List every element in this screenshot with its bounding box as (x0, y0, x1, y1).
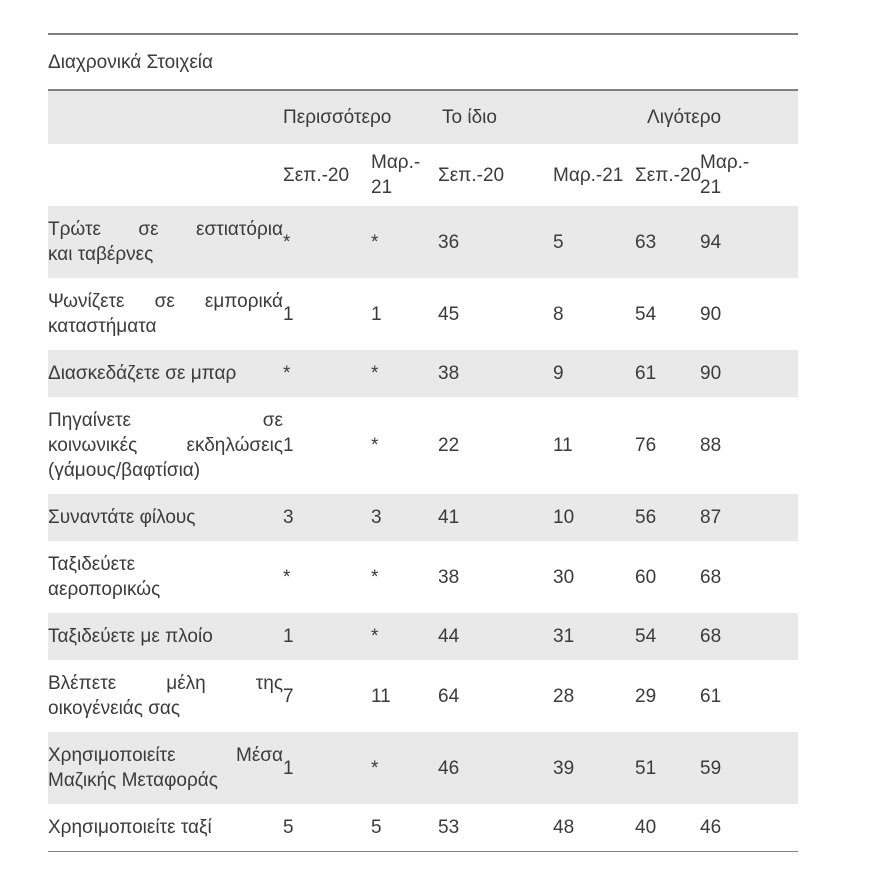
row-label: Χρησιμοποιείτε Μέσα Μαζικής Μεταφοράς (48, 732, 283, 804)
cell-value: 9 (553, 350, 636, 397)
cell-value: 54 (635, 613, 701, 660)
subheader-col-4: Μαρ.-21 (553, 144, 636, 206)
cell-value: 22 (438, 397, 554, 494)
cell-value: * (371, 206, 439, 278)
table-row: Ψωνίζετε σε εμπορικά καταστήματα 1 1 45 8… (48, 278, 799, 350)
cell-value: 5 (553, 206, 636, 278)
row-label: Διασκεδάζετε σε μπαρ (48, 350, 283, 397)
subheader-col-2: Μαρ.- 21 (371, 144, 439, 206)
group-header-row: Περισσότερο Το ίδιο Λιγότερο (48, 90, 799, 144)
cell-value: 46 (438, 732, 554, 804)
cell-value: 28 (553, 660, 636, 732)
cell-value: 38 (438, 350, 554, 397)
row-label: Ταξιδεύετε με πλοίο (48, 613, 283, 660)
cell-value: 53 (438, 804, 554, 852)
row-label: Ταξιδεύετε αεροπορικώς (48, 541, 283, 613)
table-row: Πηγαίνετε σε κοινωνικές εκδηλώσεις (γάμους… (48, 397, 799, 494)
top-rule (48, 33, 798, 35)
subheader-row: Σεπ.-20 Μαρ.- 21 Σεπ.-20 Μαρ.-21 Σεπ.-20 … (48, 144, 799, 206)
cell-value: 46 (700, 804, 799, 852)
cell-value: 54 (635, 278, 701, 350)
cell-value: 5 (283, 804, 371, 852)
cell-value: 5 (371, 804, 439, 852)
cell-value: 1 (371, 278, 439, 350)
cell-value: 63 (635, 206, 701, 278)
cell-value: * (283, 350, 371, 397)
cell-value: 7 (283, 660, 371, 732)
cell-value: 94 (700, 206, 799, 278)
cell-value: 31 (553, 613, 636, 660)
cell-value: 40 (635, 804, 701, 852)
cell-value: * (371, 350, 439, 397)
cell-value: 3 (371, 494, 439, 541)
table-row: Χρησιμοποιείτε Μέσα Μαζικής Μεταφοράς 1 *… (48, 732, 799, 804)
cell-value: 11 (371, 660, 439, 732)
group-header-same: Το ίδιο (438, 90, 636, 144)
cell-value: 38 (438, 541, 554, 613)
cell-value: 41 (438, 494, 554, 541)
group-header-empty (48, 90, 283, 144)
subheader-col-1: Σεπ.-20 (283, 144, 371, 206)
cell-value: 51 (635, 732, 701, 804)
subheader-col-3: Σεπ.-20 (438, 144, 554, 206)
cell-value: 45 (438, 278, 554, 350)
cell-value: 87 (700, 494, 799, 541)
cell-value: 76 (635, 397, 701, 494)
table-row: Τρώτε σε εστιατόρια και ταβέρνες * * 36 5… (48, 206, 799, 278)
subheader-col-6: Μαρ.- 21 (700, 144, 799, 206)
cell-value: * (371, 732, 439, 804)
row-label: Χρησιμοποιείτε ταξί (48, 804, 283, 852)
report-page: Διαχρονικά Στοιχεία Περισσότερο Το ίδιο … (48, 33, 799, 852)
row-label: Συναντάτε φίλους (48, 494, 283, 541)
cell-value: 11 (553, 397, 636, 494)
cell-value: 59 (700, 732, 799, 804)
cell-value: * (283, 206, 371, 278)
table-row: Συναντάτε φίλους 3 3 41 10 56 87 (48, 494, 799, 541)
cell-value: 90 (700, 350, 799, 397)
cell-value: 60 (635, 541, 701, 613)
table-row: Ταξιδεύετε με πλοίο 1 * 44 31 54 68 (48, 613, 799, 660)
cell-value: * (283, 541, 371, 613)
cell-value: 68 (700, 613, 799, 660)
cell-value: 61 (700, 660, 799, 732)
cell-value: 1 (283, 278, 371, 350)
cell-value: 64 (438, 660, 554, 732)
cell-value: 1 (283, 397, 371, 494)
cell-value: 29 (635, 660, 701, 732)
longitudinal-data-table: Περισσότερο Το ίδιο Λιγότερο Σεπ.-20 Μαρ… (48, 89, 799, 852)
cell-value: 1 (283, 613, 371, 660)
row-label: Πηγαίνετε σε κοινωνικές εκδηλώσεις (γάμους… (48, 397, 283, 494)
cell-value: 10 (553, 494, 636, 541)
table-row: Βλέπετε μέλη της οικογένειάς σας 7 11 64 … (48, 660, 799, 732)
cell-value: * (371, 613, 439, 660)
cell-value: 1 (283, 732, 371, 804)
row-label: Βλέπετε μέλη της οικογένειάς σας (48, 660, 283, 732)
cell-value: 44 (438, 613, 554, 660)
group-header-more: Περισσότερο (283, 90, 439, 144)
cell-value: 48 (553, 804, 636, 852)
table-row: Ταξιδεύετε αεροπορικώς * * 38 30 60 68 (48, 541, 799, 613)
subheader-empty (48, 144, 283, 206)
subheader-col-5: Σεπ.-20 (635, 144, 701, 206)
row-label: Τρώτε σε εστιατόρια και ταβέρνες (48, 206, 283, 278)
cell-value: * (371, 397, 439, 494)
cell-value: 3 (283, 494, 371, 541)
cell-value: 68 (700, 541, 799, 613)
table-row: Χρησιμοποιείτε ταξί 5 5 53 48 40 46 (48, 804, 799, 852)
cell-value: 61 (635, 350, 701, 397)
cell-value: 88 (700, 397, 799, 494)
cell-value: 30 (553, 541, 636, 613)
cell-value: 56 (635, 494, 701, 541)
cell-value: 8 (553, 278, 636, 350)
table-row: Διασκεδάζετε σε μπαρ * * 38 9 61 90 (48, 350, 799, 397)
cell-value: 39 (553, 732, 636, 804)
cell-value: 36 (438, 206, 554, 278)
group-header-less: Λιγότερο (635, 90, 799, 144)
cell-value: * (371, 541, 439, 613)
cell-value: 90 (700, 278, 799, 350)
table-title: Διαχρονικά Στοιχεία (48, 52, 214, 73)
row-label: Ψωνίζετε σε εμπορικά καταστήματα (48, 278, 283, 350)
